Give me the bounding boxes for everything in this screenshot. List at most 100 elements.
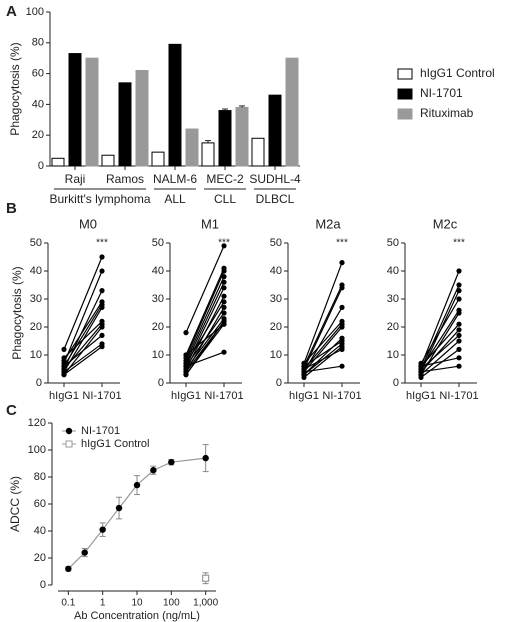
pair-line <box>63 320 103 359</box>
y-tick-label: 40 <box>387 265 399 277</box>
y-tick-label: 80 <box>32 37 44 49</box>
pair-line <box>185 276 225 361</box>
pair-line <box>185 245 225 333</box>
pair-point <box>301 374 307 380</box>
bar <box>168 43 182 167</box>
pair-point <box>456 332 462 338</box>
panel-label: A <box>6 3 17 20</box>
pair-point <box>221 310 227 316</box>
pair-point <box>99 254 105 260</box>
pair-line <box>185 267 225 356</box>
x-tick-label: MEC-2 <box>206 172 244 186</box>
point <box>81 549 88 556</box>
y-tick-label: 0 <box>36 377 42 389</box>
group-label: Burkitt's lymphoma <box>50 192 151 206</box>
bar <box>201 142 215 167</box>
pair-point <box>221 268 227 274</box>
panel-label: C <box>6 402 17 419</box>
x-tick-label: 0.1 <box>61 598 75 609</box>
x-tick-label: Ramos <box>106 172 144 186</box>
pair-line <box>185 323 225 356</box>
pair-point <box>456 363 462 369</box>
point <box>99 526 106 533</box>
pair-line <box>420 323 460 367</box>
pair-line <box>420 357 460 367</box>
y-tick-label: 100 <box>28 444 46 456</box>
y-tick-label: 0 <box>40 579 46 591</box>
pair-line <box>420 298 460 364</box>
point <box>115 504 123 512</box>
y-tick-label: 0 <box>393 377 399 389</box>
pair-line <box>63 343 103 373</box>
group-label: DLBCL <box>256 192 295 206</box>
pair-point <box>339 285 345 291</box>
legend-label: hIgG1 Control <box>81 438 149 450</box>
pair-point <box>339 324 345 330</box>
y-tick-label: 20 <box>152 321 164 333</box>
legend-swatch <box>397 68 413 80</box>
pair-point <box>339 304 345 310</box>
significance-label: *** <box>218 238 230 249</box>
pair-point <box>456 268 462 274</box>
pair-point <box>99 324 105 330</box>
bar <box>85 57 99 167</box>
panel-title: M1 <box>201 216 219 231</box>
pair-point <box>99 304 105 310</box>
pair-point <box>418 369 424 375</box>
pair-point <box>418 374 424 380</box>
pair-point <box>456 346 462 352</box>
x-tick-label: 1 <box>100 598 106 609</box>
y-tick-label: 60 <box>34 498 46 510</box>
x-tick-label: NI-1701 <box>82 390 121 402</box>
panel-title: M2a <box>315 216 341 231</box>
y-tick-label: 50 <box>270 237 282 249</box>
y-tick-label: 0 <box>158 377 164 389</box>
x-tick-label: Raji <box>65 172 86 186</box>
pair-line <box>303 320 343 364</box>
legend-label: NI-1701 <box>81 425 120 437</box>
panel-title: M2c <box>433 216 458 231</box>
x-tick-label: NI-1701 <box>204 390 243 402</box>
pair-line <box>303 348 343 370</box>
legend-swatch <box>397 88 413 100</box>
pair-point <box>99 268 105 274</box>
pair-point <box>456 310 462 316</box>
bar <box>51 157 65 167</box>
fit-line <box>67 457 206 570</box>
legend-swatch <box>397 108 413 120</box>
pair-point <box>456 282 462 288</box>
y-axis-title: ADCC (%) <box>8 476 22 532</box>
pair-point <box>221 304 227 310</box>
pair-point <box>221 274 227 280</box>
pair-point <box>339 346 345 352</box>
pair-point <box>183 372 189 378</box>
pair-point <box>339 260 345 266</box>
y-tick-label: 20 <box>32 129 44 141</box>
y-tick-label: 10 <box>30 349 42 361</box>
pair-point <box>221 243 227 249</box>
pair-point <box>61 372 67 378</box>
pair-line <box>303 284 343 367</box>
legend-marker <box>65 427 73 435</box>
bar <box>218 110 232 167</box>
pair-point <box>418 363 424 369</box>
pair-line <box>303 337 343 376</box>
significance-label: *** <box>336 238 348 249</box>
pair-line <box>63 270 103 364</box>
bar <box>235 106 249 167</box>
pair-line <box>185 270 225 359</box>
pair-point <box>221 299 227 305</box>
y-tick-label: 50 <box>30 237 42 249</box>
pair-point <box>61 363 67 369</box>
x-tick-label: 1,000 <box>193 598 218 609</box>
pair-line <box>185 351 225 367</box>
significance-label: *** <box>96 238 108 249</box>
y-tick-label: 20 <box>270 321 282 333</box>
y-tick-label: 120 <box>28 417 46 429</box>
y-axis-title: Phagocytosis (%) <box>8 42 22 135</box>
x-tick-label: 10 <box>131 598 143 609</box>
pair-point <box>339 363 345 369</box>
pair-line <box>185 301 225 364</box>
pair-point <box>183 352 189 358</box>
